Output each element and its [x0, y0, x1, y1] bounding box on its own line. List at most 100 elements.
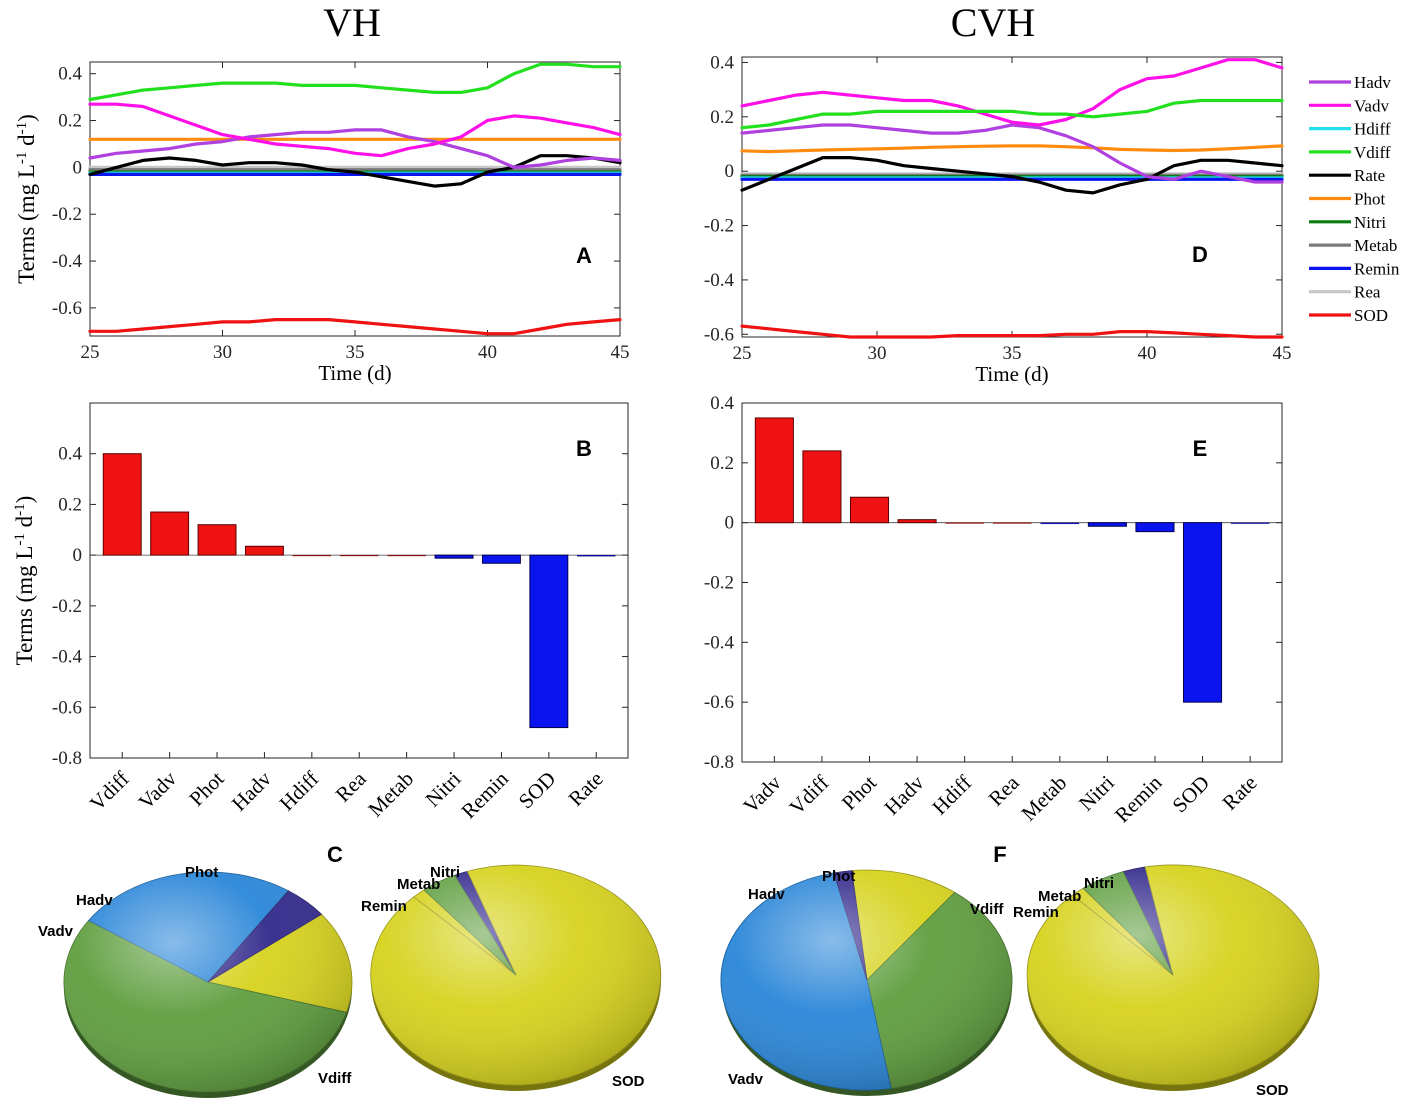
pie-label-remin: Remin [1013, 904, 1059, 921]
y-tick-label: -0.2 [704, 573, 734, 594]
y-tick-label: 0.4 [710, 393, 734, 414]
title-vh: VH [323, 0, 381, 45]
legend-label-phot: Phot [1354, 190, 1385, 209]
legend-label-hadv: Hadv [1354, 73, 1391, 92]
category-label-vadv: Vadv [134, 766, 182, 814]
y-tick-label: 0.2 [710, 107, 734, 128]
y-tick-label: -0.2 [704, 216, 734, 237]
y-tick-label: 0 [725, 513, 735, 534]
x-tick-label: 45 [1273, 343, 1292, 364]
y-tick-label: -0.6 [704, 324, 734, 345]
bar-vdiff [802, 450, 842, 524]
pie-label-vadv: Vadv [728, 1071, 764, 1088]
y-tick-label: -0.6 [704, 692, 734, 713]
bar-phot [849, 496, 890, 524]
series-line-rate [88, 154, 622, 188]
category-label-phot: Phot [184, 766, 228, 810]
category-label-phot: Phot [837, 770, 881, 814]
bar-metab [1040, 522, 1080, 525]
x-tick-label: 35 [346, 342, 365, 363]
bar-rea [993, 522, 1032, 524]
bar-hdiff [945, 522, 984, 524]
x-axis-label: Time (d) [318, 361, 391, 385]
series-line-sod [740, 324, 1284, 339]
pie-c-right: Nitri SOD Remin Metab [361, 864, 662, 1091]
y-tick-label: -0.4 [52, 647, 83, 668]
pie-highlight [722, 870, 1012, 1090]
category-label-vdiff: Vdiff [785, 771, 834, 820]
x-tick-label: 45 [611, 342, 630, 363]
pie-label-remin: Remin [361, 898, 407, 915]
panel-d-line-chart: 25 30 35 40 45 0.4 0.2 0 -0.2 -0.4 -0.6 Time (d) [704, 52, 1292, 386]
category-label-hdiff: Hdiff [927, 771, 976, 820]
y-tick-label: -0.8 [704, 752, 734, 773]
panel-a-line-chart: 25 30 35 40 45 0.4 0.2 0 -0.2 -0.4 -0.6 Time (d) Ter… [14, 61, 630, 385]
x-axis-label: Time (d) [975, 362, 1048, 386]
category-label-hadv: Hadv [227, 766, 276, 815]
y-tick-label: 0.2 [710, 453, 734, 474]
series-line-hadv [88, 128, 622, 169]
legend-label-vdiff: Vdiff [1354, 143, 1391, 162]
bar-vadv [150, 511, 190, 556]
legend: Hadv Vadv Hdiff Vdiff Rate Phot Nitri Metab Remi… [1295, 65, 1411, 329]
pie-label-vadv: Vadv [38, 923, 74, 940]
y-tick-label: 0.4 [710, 52, 734, 73]
legend-label-nitri: Nitri [1354, 213, 1386, 232]
pie-label-phot: Phot [822, 868, 855, 885]
category-label-sod: SOD [514, 767, 561, 814]
y-tick-label: -0.2 [52, 204, 82, 225]
x-tick-label: 25 [81, 342, 100, 363]
category-label-rea: Rea [984, 770, 1025, 811]
y-tick-label: -0.8 [52, 748, 82, 769]
x-tick-label: 25 [733, 343, 752, 364]
panel-letter-c: C [327, 842, 343, 867]
bar-metab [387, 554, 426, 557]
legend-label-vadv: Vadv [1354, 96, 1389, 115]
y-tick-label: 0.4 [58, 444, 82, 465]
pie-label-vdiff: Vdiff [970, 901, 1004, 918]
category-label-rate: Rate [564, 767, 608, 811]
y-tick-label: 0 [725, 161, 735, 182]
bar-vadv [754, 417, 794, 524]
bar-nitri [434, 554, 474, 559]
bar-remin [1135, 522, 1175, 533]
plot-frame [89, 61, 621, 337]
bar-rate [577, 554, 616, 557]
legend-label-metab: Metab [1354, 236, 1397, 255]
legend-label-sod: SOD [1354, 306, 1388, 325]
panel-letter-b: B [576, 436, 592, 461]
y-axis-label: Terms (mg L-1 d-1) [12, 496, 37, 666]
bar-nitri [1087, 522, 1127, 527]
title-cvh: CVH [951, 0, 1035, 45]
bar-sod [1183, 522, 1223, 703]
category-label-hadv: Hadv [879, 770, 928, 819]
x-tick-label: 30 [868, 343, 887, 364]
y-tick-label: -0.6 [52, 697, 82, 718]
bar-hadv [897, 519, 937, 524]
pie-label-phot: Phot [185, 864, 218, 881]
x-tick-label: 40 [478, 342, 497, 363]
y-tick-label: -0.2 [52, 596, 82, 617]
y-tick-label: -0.4 [704, 270, 735, 291]
category-label-rea: Rea [331, 766, 372, 807]
legend-label-rea: Rea [1354, 283, 1381, 302]
pie-label-nitri: Nitri [1084, 875, 1114, 892]
series-line-vdiff [88, 62, 622, 102]
y-tick-label: 0.2 [58, 111, 82, 132]
panel-letter-e: E [1193, 436, 1208, 461]
category-label-remin: Remin [456, 766, 513, 823]
series-line-hadv [740, 123, 1284, 184]
pie-label-sod: SOD [1256, 1082, 1289, 1099]
bar-phot [197, 524, 237, 556]
series-line-vadv [740, 58, 1284, 127]
bar-remin [481, 554, 521, 564]
y-tick-label: 0 [73, 545, 83, 566]
series-line-rate [740, 156, 1284, 195]
category-label-vdiff: Vdiff [85, 767, 134, 816]
